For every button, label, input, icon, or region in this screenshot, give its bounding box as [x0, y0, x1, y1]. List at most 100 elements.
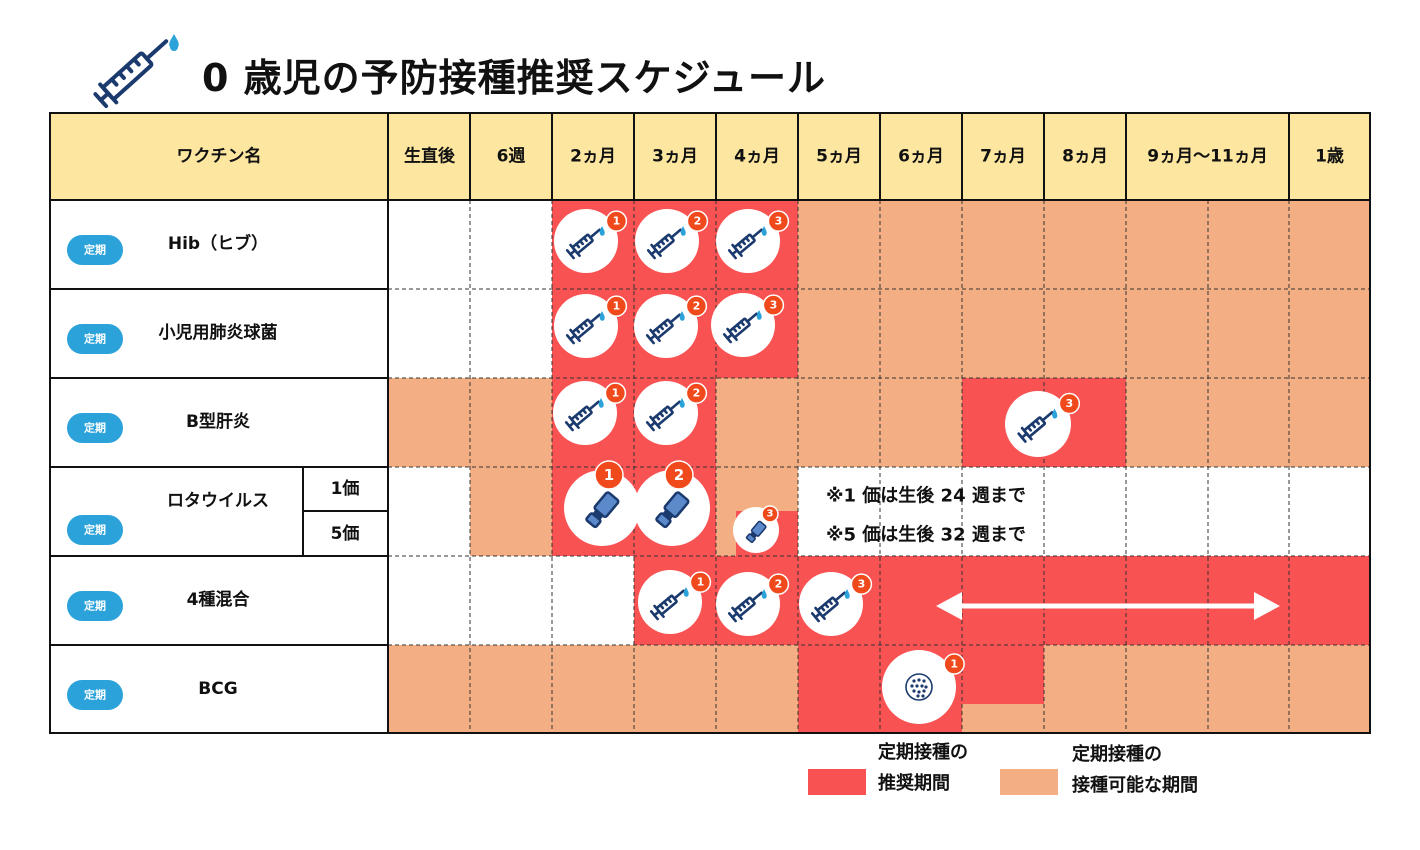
teiki-badge-bg [67, 591, 123, 621]
vaccine-name: 小児用肺炎球菌 [159, 323, 278, 343]
dose-number-bg [685, 295, 708, 317]
dose-marker: 3 [799, 572, 873, 636]
legend-possible-label: 定期接種の [1072, 744, 1162, 765]
dose-marker: 1 [554, 209, 628, 273]
dose-number-badge: 1 [605, 210, 628, 232]
teiki-badge-label: 定期 [84, 599, 106, 613]
syringe-icon [565, 311, 605, 345]
schedule-cell [1044, 645, 1126, 733]
dose-number: 1 [613, 215, 621, 228]
oral-vaccine-icon [585, 491, 620, 529]
vaccine-name: BCG [198, 679, 237, 699]
oral-vaccine-icon [745, 520, 767, 543]
header-period: 6週 [497, 147, 526, 167]
teiki-badge: 定期 [67, 324, 123, 354]
dose-number-badge: 1 [689, 571, 712, 593]
legend-recommended-label: 推奨期間 [878, 773, 950, 794]
dose-number-bg [850, 573, 873, 595]
schedule-cell [798, 467, 880, 556]
dose-number: 1 [613, 300, 621, 313]
teiki-badge: 定期 [67, 235, 123, 265]
schedule-cell [798, 645, 880, 733]
dose-number: 1 [950, 658, 958, 671]
schedule-cell [962, 556, 1044, 645]
dose-marker: 3 [716, 209, 790, 273]
header-period: 9ヵ月〜11ヵ月 [1147, 147, 1268, 167]
dose-number-bg [767, 210, 790, 232]
dose-number-badge: 3 [1058, 392, 1081, 415]
schedule-cell [716, 378, 798, 467]
dose-number-bg [761, 505, 779, 523]
dose-number: 2 [775, 578, 783, 591]
dose-number: 3 [1066, 397, 1074, 410]
schedule-cell-partial [962, 704, 1044, 733]
schedule-cell [1289, 645, 1370, 733]
teiki-badge-bg [67, 324, 123, 354]
schedule-cell [470, 645, 552, 733]
dose-number: 2 [674, 466, 684, 484]
schedule-cell [389, 378, 470, 467]
vaccine-name: Hib（ヒブ） [168, 233, 268, 254]
legend-possible-swatch [1000, 769, 1058, 795]
syringe-icon [645, 398, 685, 432]
rota-sub-label: 1価 [331, 478, 360, 499]
schedule-cell [1044, 467, 1126, 556]
dose-number-badge: 3 [762, 294, 785, 316]
dose-number-badge: 3 [761, 505, 779, 523]
header-band [50, 113, 1370, 200]
schedule-cell [880, 467, 962, 556]
schedule-cell [470, 289, 552, 378]
dose-marker: 2 [634, 381, 708, 445]
rota-sub-label: 5価 [331, 523, 360, 544]
schedule-cell [552, 556, 634, 645]
teiki-badge-bg [67, 515, 123, 545]
dose-marker: 2 [634, 294, 708, 358]
dose-circle [882, 650, 956, 724]
syringe-icon [93, 34, 179, 109]
teiki-badge: 定期 [67, 515, 123, 545]
schedule-cell [1289, 467, 1370, 556]
header-period: 8ヵ月 [1062, 147, 1108, 167]
header-vaccine-name: ワクチン名 [177, 146, 262, 167]
header-period: 2ヵ月 [570, 147, 616, 167]
schedule-cell [1289, 289, 1370, 378]
dose-number-bg [605, 210, 628, 232]
schedule-cell [1289, 378, 1370, 467]
legend-recommended-swatch [808, 769, 866, 795]
schedule-cell [880, 378, 962, 467]
schedule-cell [1044, 289, 1126, 378]
legend-possible-label: 接種可能な期間 [1072, 775, 1198, 796]
schedule-cell [1044, 200, 1126, 289]
schedule-cell [962, 289, 1044, 378]
dose-number-badge: 1 [605, 295, 628, 317]
syringe-icon [727, 226, 767, 260]
dose-marker: 2 [716, 572, 790, 636]
dose-number: 3 [767, 509, 774, 520]
teiki-badge-label: 定期 [84, 523, 106, 537]
rota-note: ※5 価は生後 32 週まで [826, 524, 1026, 546]
arrow-head-left [936, 592, 962, 620]
dose-number: 2 [694, 215, 702, 228]
dose-number-badge: 2 [685, 382, 708, 404]
schedule-cell [634, 645, 716, 733]
syringe-icon [646, 226, 686, 260]
syringe-icon [727, 589, 767, 623]
syringe-icon [810, 589, 850, 623]
teiki-badge-bg [67, 413, 123, 443]
dose-number-bg [605, 295, 628, 317]
teiki-badge-bg [67, 235, 123, 265]
teiki-badge: 定期 [67, 591, 123, 621]
dose-marker: 1 [554, 294, 628, 358]
dose-number-bg [943, 653, 965, 675]
syringe-icon [564, 398, 604, 432]
dose-number-bg [689, 571, 712, 593]
header-period: 5ヵ月 [816, 147, 862, 167]
teiki-badge-label: 定期 [84, 688, 106, 702]
syringe-icon [722, 310, 762, 344]
dose-number-badge: 2 [767, 573, 790, 595]
table-border [49, 112, 1371, 734]
dose-number: 3 [858, 578, 866, 591]
teiki-badge: 定期 [67, 680, 123, 710]
header-period: 3ヵ月 [652, 147, 698, 167]
dose-number-bg [664, 460, 694, 490]
